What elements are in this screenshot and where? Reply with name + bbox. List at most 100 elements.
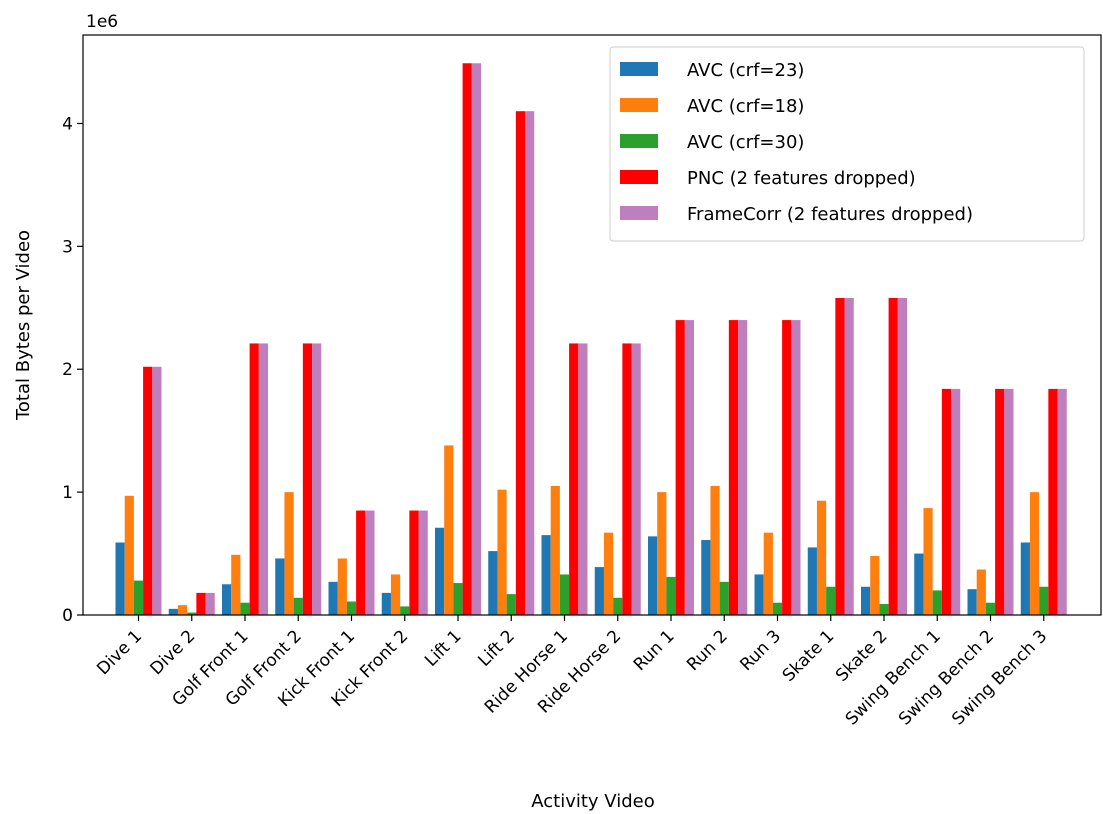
bar-series-3-cat-4 — [356, 510, 366, 615]
legend-swatch — [620, 134, 658, 148]
bar-series-1-cat-11 — [710, 485, 720, 615]
y-axis-label: Total Bytes per Video — [13, 230, 34, 421]
bar-series-0-cat-3 — [275, 558, 285, 615]
bar-series-3-cat-16 — [995, 388, 1005, 615]
bar-series-1-cat-4 — [337, 558, 347, 615]
bar-series-0-cat-17 — [1020, 542, 1030, 615]
legend-label: FrameCorr (2 features dropped) — [687, 204, 973, 225]
bar-series-4-cat-11 — [738, 320, 748, 615]
bar-series-2-cat-3 — [293, 597, 303, 615]
bar-series-3-cat-15 — [941, 388, 952, 615]
bar-series-1-cat-9 — [603, 532, 614, 615]
bar-series-4-cat-13 — [844, 297, 854, 615]
x-tick-label: Dive 1 — [93, 626, 146, 679]
bar-series-1-cat-12 — [763, 532, 773, 615]
x-tick-label: Dive 2 — [147, 626, 200, 679]
bar-series-4-cat-0 — [152, 366, 162, 615]
bar-series-2-cat-10 — [666, 576, 676, 615]
y-tick-label: 0 — [62, 606, 73, 626]
bar-series-2-cat-9 — [613, 597, 623, 615]
x-tick-label: Run 2 — [683, 626, 732, 675]
bar-series-4-cat-7 — [525, 111, 535, 615]
bar-series-0-cat-7 — [488, 551, 498, 615]
bar-series-1-cat-10 — [657, 492, 667, 615]
bar-series-4-cat-6 — [471, 63, 481, 615]
bar-series-2-cat-4 — [346, 601, 357, 615]
bar-series-2-cat-13 — [826, 586, 836, 615]
bar-series-2-cat-14 — [879, 603, 889, 615]
bar-series-2-cat-11 — [719, 581, 729, 615]
bar-series-3-cat-5 — [409, 510, 419, 615]
bar-series-0-cat-8 — [541, 535, 551, 615]
y-scale-label: 1e6 — [86, 12, 118, 32]
legend-label: AVC (crf=23) — [687, 60, 804, 81]
bar-series-1-cat-3 — [284, 492, 294, 615]
x-tick-label: Swing Bench 3 — [948, 626, 1051, 729]
bar-series-3-cat-6 — [462, 63, 472, 615]
bar-series-1-cat-16 — [976, 569, 986, 615]
bar-series-2-cat-2 — [240, 602, 250, 615]
bar-series-0-cat-16 — [967, 589, 977, 615]
x-tick-label: Swing Bench 1 — [842, 626, 945, 729]
bar-series-4-cat-3 — [312, 343, 322, 615]
bar-series-4-cat-10 — [684, 320, 694, 615]
bar-series-3-cat-3 — [302, 343, 313, 615]
bar-series-3-cat-2 — [249, 343, 259, 615]
y-tick-label: 2 — [62, 360, 73, 380]
bar-series-0-cat-5 — [381, 592, 391, 615]
bar-series-1-cat-2 — [231, 554, 241, 615]
bar-series-3-cat-9 — [622, 343, 632, 615]
legend-swatch — [620, 206, 658, 220]
bar-series-1-cat-13 — [816, 500, 827, 615]
bar-series-3-cat-13 — [835, 297, 845, 615]
x-tick-label: Swing Bench 2 — [895, 626, 998, 729]
y-tick-label: 4 — [62, 114, 73, 134]
bar-series-2-cat-17 — [1039, 586, 1049, 615]
legend-swatch — [620, 170, 658, 184]
bar-series-3-cat-11 — [728, 320, 739, 615]
bar-series-1-cat-17 — [1029, 492, 1040, 615]
y-tick-label: 3 — [62, 237, 73, 257]
legend: AVC (crf=23) AVC (crf=18) AVC (crf=30) PNC … — [609, 46, 1085, 242]
bar-series-3-cat-12 — [782, 320, 792, 615]
bar-series-1-cat-8 — [550, 485, 560, 615]
bar-series-0-cat-0 — [115, 542, 125, 615]
bar-series-0-cat-12 — [754, 574, 764, 615]
bar-series-4-cat-8 — [578, 343, 588, 615]
bar-series-4-cat-1 — [205, 592, 215, 615]
legend-label: PNC (2 features dropped) — [687, 168, 916, 189]
bar-series-3-cat-17 — [1048, 388, 1058, 615]
bar-series-4-cat-9 — [631, 343, 641, 615]
bar-series-3-cat-10 — [675, 320, 685, 615]
bar-series-0-cat-15 — [914, 553, 924, 615]
bar-series-4-cat-2 — [258, 343, 268, 615]
bar-series-0-cat-14 — [861, 586, 871, 615]
bar-series-2-cat-12 — [772, 602, 783, 615]
bar-series-1-cat-5 — [390, 574, 401, 615]
bar-series-0-cat-10 — [648, 536, 658, 615]
bar-series-1-cat-14 — [870, 556, 880, 615]
bar-series-2-cat-7 — [506, 594, 516, 615]
bar-series-4-cat-12 — [791, 320, 801, 615]
bar-series-4-cat-4 — [365, 510, 375, 615]
bar-series-2-cat-15 — [932, 590, 942, 615]
bar-series-2-cat-16 — [985, 602, 996, 615]
bar-series-0-cat-13 — [807, 547, 817, 615]
bar-series-1-cat-15 — [923, 508, 933, 615]
y-axis: 0 1 2 3 4 — [62, 114, 83, 626]
bar-series-3-cat-7 — [515, 111, 526, 615]
bar-series-2-cat-1 — [187, 612, 197, 615]
bar-series-4-cat-17 — [1057, 388, 1067, 615]
y-tick-label: 1 — [62, 483, 73, 503]
bars-group — [115, 63, 1067, 615]
bar-series-2-cat-0 — [133, 580, 144, 615]
bar-series-4-cat-14 — [897, 297, 907, 615]
legend-label: AVC (crf=18) — [687, 96, 804, 117]
x-tick-label: Lift 2 — [474, 626, 518, 670]
bar-series-3-cat-14 — [888, 297, 898, 615]
legend-box — [609, 46, 1085, 242]
bar-series-2-cat-5 — [400, 606, 410, 615]
plot-frame — [82, 34, 1102, 616]
